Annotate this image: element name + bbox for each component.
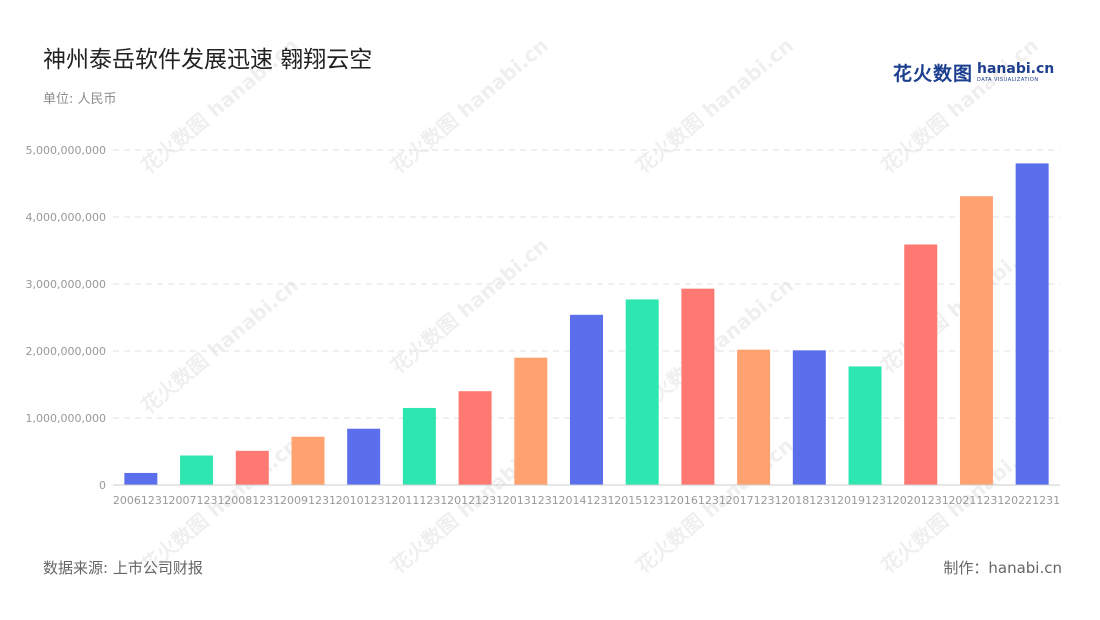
bar-20061231[interactable] xyxy=(124,472,158,485)
x-tick-label: 20091231 xyxy=(280,494,336,507)
bar-20081231[interactable] xyxy=(235,450,269,485)
bar-20181231[interactable] xyxy=(792,350,826,485)
x-tick-label: 20171231 xyxy=(726,494,782,507)
x-tick-label: 20101231 xyxy=(336,494,392,507)
x-tick-label: 20141231 xyxy=(559,494,615,507)
x-tick-label: 20121231 xyxy=(447,494,503,507)
unit-label: 单位: 人民币 xyxy=(43,92,117,107)
data-source: 数据来源: 上市公司财报 xyxy=(43,559,203,577)
bar-20161231[interactable] xyxy=(681,288,715,485)
bar-20171231[interactable] xyxy=(737,349,771,485)
y-tick-label: 4,000,000,000 xyxy=(26,211,106,224)
bar-20101231[interactable] xyxy=(347,428,381,485)
bar-20151231[interactable] xyxy=(625,299,659,485)
bars xyxy=(124,163,1049,486)
bar-20091231[interactable] xyxy=(291,436,325,485)
y-tick-label: 1,000,000,000 xyxy=(26,412,106,425)
y-tick-label: 0 xyxy=(99,479,106,492)
brand-logo: 花火数图 hanabi.cn DATA VISUALIZATION xyxy=(893,58,1054,86)
bar-20131231[interactable] xyxy=(514,357,548,485)
x-tick-label: 20161231 xyxy=(670,494,726,507)
bar-20201231[interactable] xyxy=(904,244,938,485)
chart-title: 神州泰岳软件发展迅速 翱翔云空 xyxy=(43,47,373,73)
logo-text-en: hanabi.cn xyxy=(977,60,1055,77)
x-tick-label: 20061231 xyxy=(113,494,169,507)
x-tick-label: 20151231 xyxy=(614,494,670,507)
y-tick-label: 2,000,000,000 xyxy=(26,345,106,358)
x-tick-label: 20081231 xyxy=(224,494,280,507)
y-tick-label: 3,000,000,000 xyxy=(26,278,106,291)
x-tick-label: 20181231 xyxy=(781,494,837,507)
bar-20121231[interactable] xyxy=(458,391,492,485)
bar-20191231[interactable] xyxy=(848,366,882,485)
bar-20141231[interactable] xyxy=(570,314,603,485)
logo-text-en-group: hanabi.cn DATA VISUALIZATION xyxy=(977,62,1054,83)
x-tick-label: 20111231 xyxy=(391,494,447,507)
x-tick-label: 20191231 xyxy=(837,494,893,507)
bar-20111231[interactable] xyxy=(402,407,436,485)
logo-text-cn: 花火数图 xyxy=(893,62,974,85)
bar-20071231[interactable] xyxy=(180,455,214,485)
x-tick-label: 20201231 xyxy=(893,494,949,507)
y-axis-ticks: 0 1,000,000,000 2,000,000,000 3,000,000,000… xyxy=(26,144,106,492)
x-axis-ticks: 20061231 20071231 20081231 20091231 20101231… xyxy=(113,494,1060,507)
x-tick-label: 20071231 xyxy=(169,494,225,507)
x-tick-label: 20221231 xyxy=(1004,494,1060,507)
x-tick-label: 20211231 xyxy=(948,494,1004,507)
y-tick-label: 5,000,000,000 xyxy=(26,144,106,157)
logo-text-en-small: DATA VISUALIZATION xyxy=(977,76,1039,83)
bar-20221231[interactable] xyxy=(1015,163,1049,485)
maker-credit: 制作：hanabi.cn xyxy=(943,559,1062,577)
x-tick-label: 20131231 xyxy=(503,494,559,507)
bar-20211231[interactable] xyxy=(959,196,993,486)
